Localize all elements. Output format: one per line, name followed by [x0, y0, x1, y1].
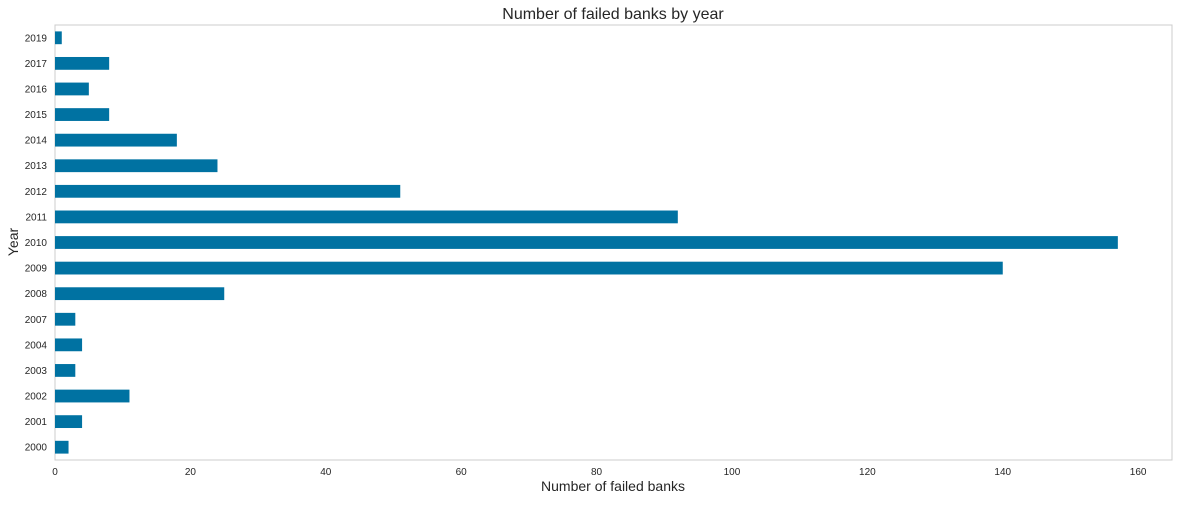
bar-2008: [55, 287, 225, 301]
x-axis-label: Number of failed banks: [541, 478, 685, 494]
bar-2010: [55, 236, 1118, 249]
bar-2015: [55, 108, 110, 121]
y-tick-label-2001: 2001: [25, 417, 48, 428]
bar-2012: [55, 184, 401, 198]
bar-2002: [55, 389, 130, 403]
y-tick-label-2013: 2013: [25, 161, 48, 172]
y-tick-label-2015: 2015: [25, 110, 48, 121]
y-tick-label-2016: 2016: [25, 84, 48, 95]
bar-2007: [55, 312, 76, 326]
y-tick-label-2003: 2003: [25, 366, 48, 377]
bar-2004: [55, 338, 83, 352]
x-tick-label-100: 100: [724, 467, 741, 478]
y-tick-label-2014: 2014: [25, 136, 48, 147]
y-tick-label-2017: 2017: [25, 59, 48, 70]
x-tick-label-40: 40: [320, 467, 332, 478]
y-tick-label-2010: 2010: [25, 238, 48, 249]
x-tick-labels: 0 20 40 60 80 100 120 140 160: [52, 467, 1147, 478]
x-tick-label-120: 120: [859, 467, 876, 478]
y-tick-label-2019: 2019: [25, 33, 48, 44]
bar-2017: [55, 56, 110, 70]
bar-2001: [55, 415, 83, 429]
y-tick-label-2011: 2011: [25, 212, 47, 223]
bar-2013: [55, 159, 218, 173]
y-tick-label-2000: 2000: [25, 443, 48, 454]
chart-title: Number of failed banks by year: [502, 6, 724, 23]
bar-2016: [55, 82, 89, 96]
y-tick-label-2009: 2009: [25, 264, 48, 275]
bar-2014: [55, 133, 177, 147]
y-axis-label: Year: [5, 228, 21, 257]
x-tick-label-80: 80: [591, 467, 603, 478]
y-tick-label-2007: 2007: [25, 315, 48, 326]
bars-group: [55, 31, 1118, 454]
y-tick-labels: 2000 2001 2002 2003 2004 2007 2008 2009 2010 2011…: [25, 33, 48, 453]
y-tick-label-2002: 2002: [25, 392, 48, 403]
y-tick-label-2008: 2008: [25, 289, 48, 300]
x-tick-label-160: 160: [1130, 467, 1147, 478]
x-tick-label-140: 140: [994, 467, 1011, 478]
bar-2019: [55, 31, 62, 45]
bar-2003: [55, 364, 76, 377]
x-tick-label-0: 0: [52, 467, 58, 478]
y-tick-label-2012: 2012: [25, 187, 48, 198]
bar-2009: [55, 261, 1003, 275]
x-tick-label-60: 60: [456, 467, 468, 478]
x-tick-label-20: 20: [185, 467, 197, 478]
bar-2011: [55, 210, 678, 224]
y-tick-label-2004: 2004: [25, 340, 48, 351]
bar-2000: [55, 440, 69, 454]
